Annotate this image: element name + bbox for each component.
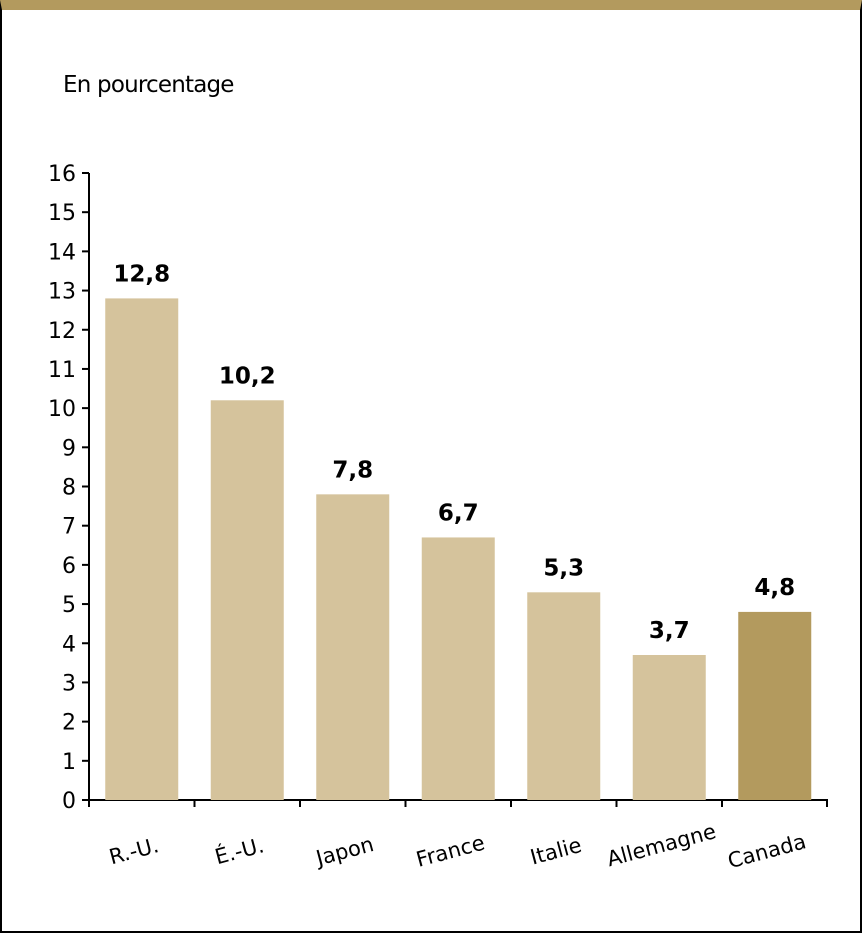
y-tick-label: 8 bbox=[62, 476, 76, 501]
bar-value-label: 4,8 bbox=[754, 575, 795, 601]
bar bbox=[105, 298, 179, 800]
bar bbox=[632, 655, 706, 800]
y-tick-label: 10 bbox=[48, 397, 76, 422]
x-axis bbox=[88, 799, 828, 807]
y-tick-label: 2 bbox=[62, 711, 76, 736]
x-tick-label: R.-U. bbox=[107, 833, 162, 869]
y-tick-label: 13 bbox=[48, 280, 76, 305]
x-tick-label: Allemagne bbox=[604, 819, 718, 871]
bar bbox=[316, 494, 390, 800]
x-tick-label: France bbox=[414, 831, 488, 872]
x-tick-label: Italie bbox=[528, 833, 584, 870]
data-labels: 12,8 10,2 7,8 6,7 5,3 3,7 4,8 bbox=[113, 261, 795, 644]
y-tick-label: 7 bbox=[62, 515, 76, 540]
y-tick-label: 4 bbox=[62, 632, 76, 657]
bar-value-label: 10,2 bbox=[219, 363, 276, 389]
bar bbox=[421, 537, 495, 800]
y-tick-label: 0 bbox=[62, 789, 76, 814]
y-tick-label: 15 bbox=[48, 201, 76, 226]
x-tick-label: Japon bbox=[312, 832, 377, 871]
x-tick-labels: R.-U. É.-U. Japon France Italie Allemagne Cana… bbox=[107, 819, 809, 873]
bar-value-label: 3,7 bbox=[649, 618, 690, 644]
y-tick-label: 14 bbox=[48, 240, 76, 265]
bar-value-label: 6,7 bbox=[438, 500, 479, 526]
y-tick-label: 5 bbox=[62, 593, 76, 618]
bar bbox=[210, 400, 284, 800]
x-tick-label: É.-U. bbox=[212, 832, 266, 869]
y-axis-unit-label: En pourcentage bbox=[63, 72, 234, 98]
y-tick-label: 9 bbox=[62, 436, 76, 461]
bar bbox=[527, 592, 601, 800]
y-tick-label: 6 bbox=[62, 554, 76, 579]
y-tick-label: 11 bbox=[48, 358, 76, 383]
bars bbox=[105, 298, 812, 800]
bar-value-label: 7,8 bbox=[332, 457, 373, 483]
y-tick-label: 16 bbox=[48, 162, 76, 187]
x-tick-label: Canada bbox=[725, 829, 808, 873]
y-tick-label: 1 bbox=[62, 750, 76, 775]
y-tick-label: 3 bbox=[62, 671, 76, 696]
bar-value-label: 12,8 bbox=[113, 261, 170, 287]
bar bbox=[738, 611, 812, 800]
y-tick-label: 12 bbox=[48, 319, 76, 344]
bar-value-label: 5,3 bbox=[543, 555, 584, 581]
